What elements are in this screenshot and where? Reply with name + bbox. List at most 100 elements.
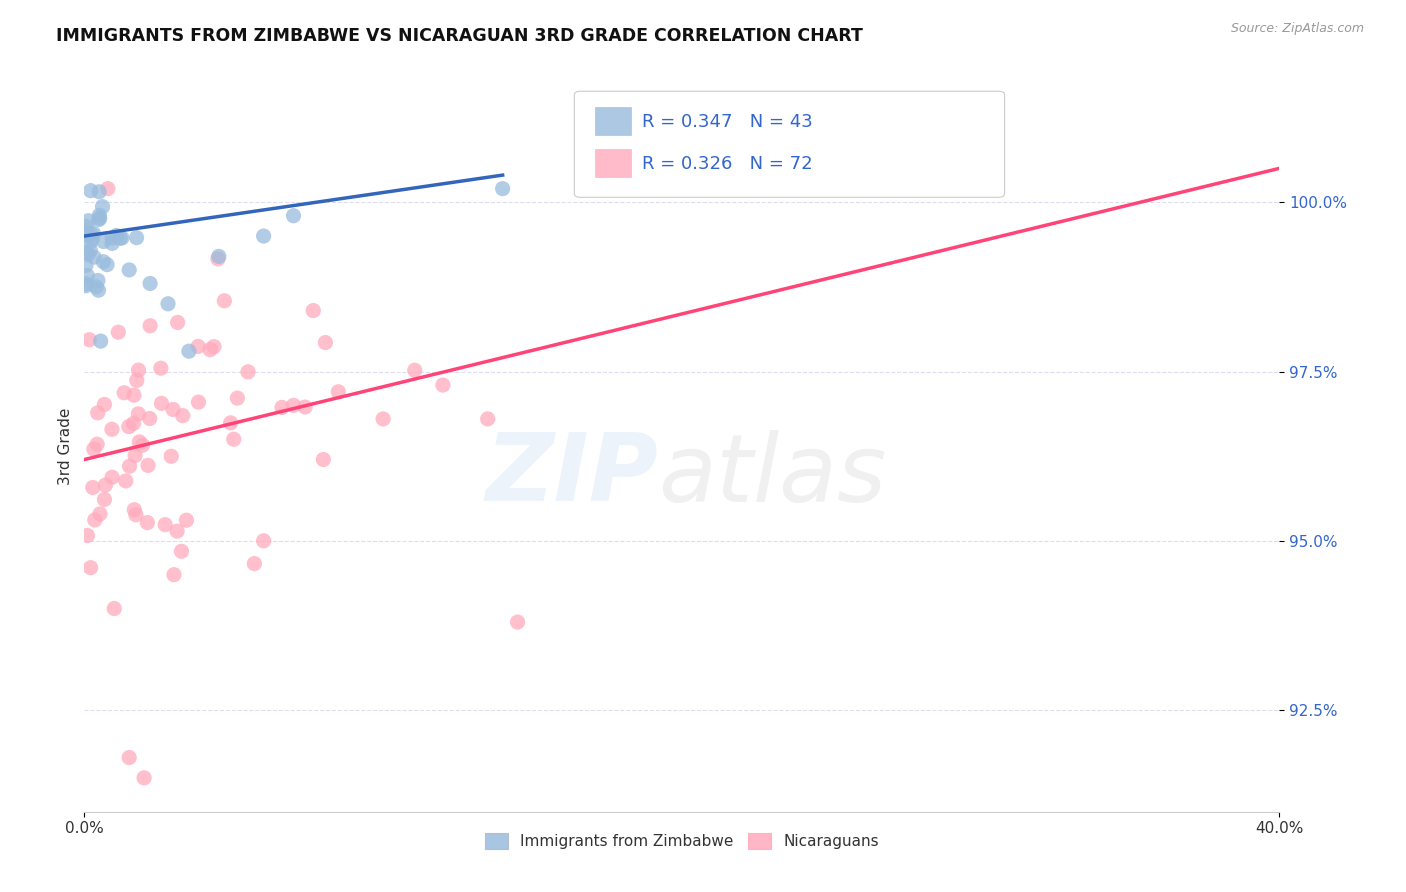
- Point: [91, 200, 114, 214]
- Point: [90, 334, 112, 348]
- Point: [97, 181, 120, 195]
- Point: [96, 258, 118, 272]
- Point: [271, 401, 294, 415]
- Text: ZIP: ZIP: [485, 429, 658, 521]
- Text: R = 0.347   N = 43: R = 0.347 N = 43: [643, 113, 813, 131]
- Point: [166, 315, 188, 329]
- Point: [207, 252, 229, 266]
- Point: [136, 458, 159, 473]
- Point: [149, 361, 172, 376]
- Point: [87, 212, 110, 227]
- Point: [87, 283, 110, 297]
- Point: [76, 268, 98, 283]
- FancyBboxPatch shape: [575, 91, 1005, 197]
- Point: [89, 208, 111, 222]
- Point: [122, 417, 145, 431]
- Point: [302, 303, 325, 318]
- Point: [404, 363, 426, 377]
- FancyBboxPatch shape: [595, 107, 630, 135]
- Point: [86, 406, 108, 420]
- Point: [124, 449, 146, 463]
- Point: [136, 516, 159, 530]
- Point: [108, 231, 131, 245]
- Point: [111, 231, 134, 245]
- Point: [87, 273, 110, 287]
- Point: [77, 247, 100, 261]
- Point: [83, 513, 105, 527]
- Point: [243, 557, 266, 571]
- Point: [253, 229, 276, 244]
- Point: [101, 236, 124, 251]
- Point: [125, 230, 148, 244]
- Point: [328, 384, 350, 399]
- FancyBboxPatch shape: [595, 149, 630, 177]
- Point: [75, 245, 97, 260]
- Point: [118, 459, 141, 474]
- Point: [112, 385, 135, 400]
- Point: [131, 438, 153, 452]
- Text: atlas: atlas: [658, 430, 886, 521]
- Point: [163, 567, 186, 582]
- Point: [138, 411, 160, 425]
- Point: [294, 400, 316, 414]
- Point: [79, 235, 101, 249]
- Point: [177, 344, 200, 359]
- Point: [118, 750, 141, 764]
- Point: [283, 209, 305, 223]
- Point: [76, 528, 98, 542]
- Point: [83, 250, 105, 264]
- Legend: Immigrants from Zimbabwe, Nicaraguans: Immigrants from Zimbabwe, Nicaraguans: [478, 827, 886, 855]
- Point: [187, 339, 209, 353]
- Point: [89, 211, 111, 226]
- Point: [105, 228, 128, 243]
- Point: [91, 254, 114, 268]
- Point: [101, 231, 124, 245]
- Point: [127, 407, 149, 421]
- Point: [187, 395, 209, 409]
- Point: [118, 263, 141, 277]
- Point: [101, 470, 124, 484]
- Point: [89, 507, 111, 521]
- Point: [160, 450, 183, 464]
- Point: [202, 340, 225, 354]
- Point: [114, 474, 136, 488]
- Point: [132, 771, 156, 785]
- Point: [103, 601, 125, 615]
- Point: [219, 416, 242, 430]
- Text: Source: ZipAtlas.com: Source: ZipAtlas.com: [1230, 22, 1364, 36]
- Point: [79, 333, 101, 347]
- Point: [150, 396, 173, 410]
- Point: [79, 560, 101, 574]
- Point: [93, 492, 115, 507]
- Point: [162, 402, 184, 417]
- Point: [157, 297, 180, 311]
- Point: [312, 452, 335, 467]
- Point: [94, 478, 117, 492]
- Point: [373, 412, 395, 426]
- Point: [432, 378, 454, 392]
- Point: [477, 412, 499, 426]
- Text: R = 0.326   N = 72: R = 0.326 N = 72: [643, 154, 813, 173]
- Point: [176, 513, 198, 527]
- Point: [125, 373, 148, 387]
- Point: [75, 226, 97, 240]
- Point: [77, 213, 100, 227]
- Point: [93, 235, 115, 249]
- Point: [76, 228, 98, 243]
- Point: [118, 419, 141, 434]
- Point: [139, 277, 162, 291]
- Point: [166, 524, 188, 538]
- Point: [139, 318, 162, 333]
- Point: [124, 502, 146, 516]
- Y-axis label: 3rd Grade: 3rd Grade: [58, 408, 73, 484]
- Point: [283, 398, 305, 412]
- Point: [222, 432, 245, 446]
- Point: [79, 244, 101, 258]
- Point: [89, 185, 111, 199]
- Point: [236, 365, 259, 379]
- Point: [208, 249, 231, 263]
- Point: [492, 181, 515, 195]
- Point: [86, 437, 108, 451]
- Point: [75, 277, 97, 291]
- Point: [82, 232, 104, 246]
